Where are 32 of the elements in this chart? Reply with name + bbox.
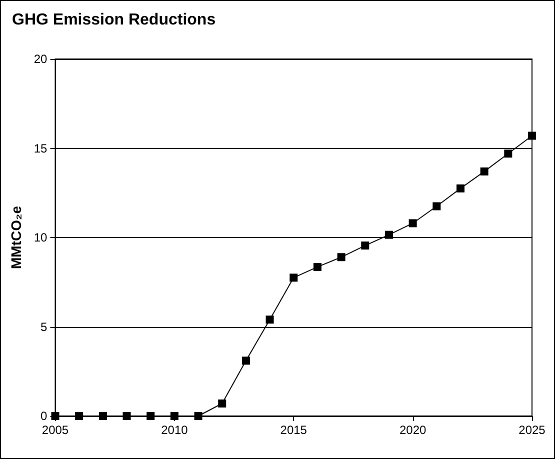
point — [194, 412, 202, 420]
x-tick-label: 2010 — [161, 423, 188, 437]
y-tick-label: 20 — [34, 52, 48, 66]
point — [266, 316, 274, 324]
point — [122, 412, 131, 420]
x-tick-label: 2025 — [518, 423, 546, 437]
y-tick-label: 5 — [40, 320, 48, 334]
x-tick-label: 2020 — [399, 423, 426, 437]
chart-title: GHG Emission Reductions — [12, 12, 216, 28]
point — [480, 167, 488, 176]
point — [337, 253, 346, 262]
point — [528, 132, 536, 140]
x-tick-label: 2005 — [42, 423, 69, 437]
x-tick-label: 2015 — [280, 423, 308, 437]
point — [170, 412, 178, 420]
point — [408, 219, 417, 228]
y-axis-title: MMtCO₂e — [8, 206, 24, 269]
point — [361, 242, 370, 250]
point — [456, 184, 464, 192]
point — [146, 412, 155, 420]
point — [290, 274, 298, 282]
y-tick-label: 10 — [34, 230, 48, 244]
point — [75, 412, 84, 420]
point — [242, 356, 250, 365]
point — [98, 412, 107, 420]
y-tick-label: 15 — [34, 141, 48, 156]
point — [504, 150, 512, 158]
point — [432, 202, 441, 210]
y-tick-label: 0 — [40, 409, 48, 423]
point — [218, 400, 226, 408]
point — [384, 230, 393, 239]
point — [313, 262, 322, 271]
